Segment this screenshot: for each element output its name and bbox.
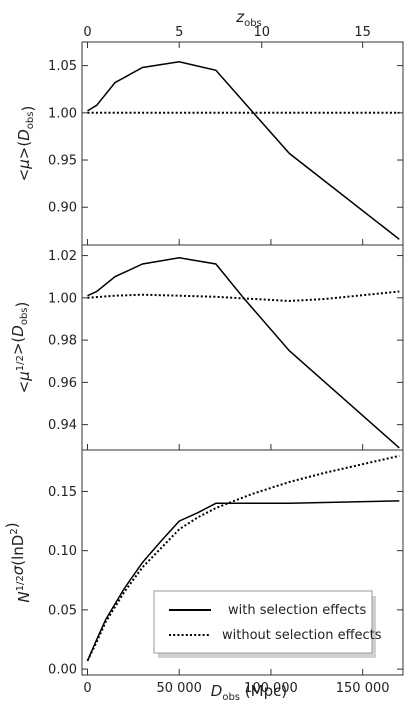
- panel-2-ytick-label: 1.02: [48, 249, 77, 264]
- panel-1-ylabel-part: ): [19, 106, 37, 112]
- top-axis-tick-label: 10: [253, 25, 270, 40]
- panel-3-series-solid: [86, 500, 400, 662]
- panel-1-series-solid: [87, 61, 400, 240]
- top-axis-title: zobs: [235, 8, 262, 29]
- panel-3-ylabel-part: 2: [9, 528, 20, 534]
- bottom-axis-title-unit: (Mpc): [240, 682, 287, 700]
- legend-label-without: without selection effects: [222, 628, 382, 643]
- panel-1-ylabel-part: μ: [15, 159, 33, 170]
- panel-3-ytick-label: 0.05: [48, 603, 77, 618]
- panel-2-ytick-label: 1.00: [48, 291, 77, 306]
- panel-2-frame: [81, 244, 404, 451]
- legend-box: [153, 590, 373, 654]
- panel-1-frame: [81, 41, 404, 246]
- panel-2-ylabel-part: >(: [9, 337, 27, 355]
- panel-1-ytick-label: 1.00: [48, 106, 77, 121]
- bottom-axis-title: Dobs (Mpc): [211, 682, 287, 703]
- legend-label-with: with selection effects: [228, 603, 366, 618]
- x-tick-label: 50 000: [156, 681, 202, 696]
- panel-3-ylabel-part: N: [15, 591, 33, 602]
- panel-2-ylabel-part: <: [15, 381, 33, 394]
- top-axis-title-main: z: [235, 8, 245, 26]
- panel-3-ytick-label: 0.00: [48, 663, 77, 678]
- panel-3-ytick-label: 0.15: [48, 485, 77, 500]
- panel-3-series-dotted: [86, 454, 400, 662]
- panel-3-ylabel-part: (lnD: [9, 535, 27, 566]
- x-tick-label: 100 000: [244, 681, 298, 696]
- panel-3-ytick-label: 0.10: [48, 544, 77, 559]
- panel-2-ylabel-part: obs: [19, 307, 30, 325]
- top-axis-tick-label: 5: [175, 25, 183, 40]
- panel-2-ylabel-part: μ: [15, 371, 33, 382]
- panel-2-series-solid: [87, 256, 400, 449]
- top-axis-title-sub: obs: [244, 18, 262, 29]
- panel-2-ytick-label: 0.94: [48, 418, 77, 433]
- panel-2-ytick-label: 0.98: [48, 334, 77, 349]
- legend: with selection effects without selection…: [153, 590, 382, 658]
- panel-2-ylabel-part: 1/2: [15, 355, 26, 371]
- panel-1-ytick-label: 0.95: [48, 154, 77, 169]
- panel-3-ylabel-part: σ: [9, 565, 27, 575]
- panel-2-ylabel: <μ1/2>(Dobs): [9, 302, 33, 394]
- panel-2-ytick-label: 0.96: [48, 376, 77, 391]
- panel-2-ylabel-part: D: [9, 325, 27, 337]
- panel-3-frame: [81, 449, 404, 676]
- panels-group: 0.900.951.001.05<μ>(Dobs)0.940.960.981.0…: [3, 25, 404, 696]
- panel-1-ylabel-part: <: [15, 169, 33, 182]
- panel-3-ylabel-part: ): [3, 522, 21, 528]
- panel-1-ylabel: <μ>(Dobs): [15, 106, 37, 182]
- x-tick-label: 0: [83, 681, 91, 696]
- panel-3-ylabel: N1/2σ(lnD2): [3, 522, 33, 602]
- panel-1-ytick-label: 1.05: [48, 59, 77, 74]
- bottom-axis-title-main: D: [211, 682, 223, 700]
- panel-1-ylabel-part: >(: [15, 141, 33, 159]
- top-axis-tick-label: 0: [83, 25, 91, 40]
- bottom-axis-title-sub: obs: [222, 692, 240, 703]
- panel-1-ylabel-part: obs: [25, 112, 36, 130]
- panel-3-ylabel-part: 1/2: [15, 575, 26, 591]
- panel-1-ylabel-part: D: [15, 129, 33, 141]
- panel-1-ytick-label: 0.90: [48, 201, 77, 216]
- x-tick-label: 150 000: [336, 681, 390, 696]
- top-axis-tick-label: 15: [354, 25, 371, 40]
- panel-2-series-dotted: [87, 290, 400, 303]
- panel-2-ylabel-part: ): [13, 302, 31, 308]
